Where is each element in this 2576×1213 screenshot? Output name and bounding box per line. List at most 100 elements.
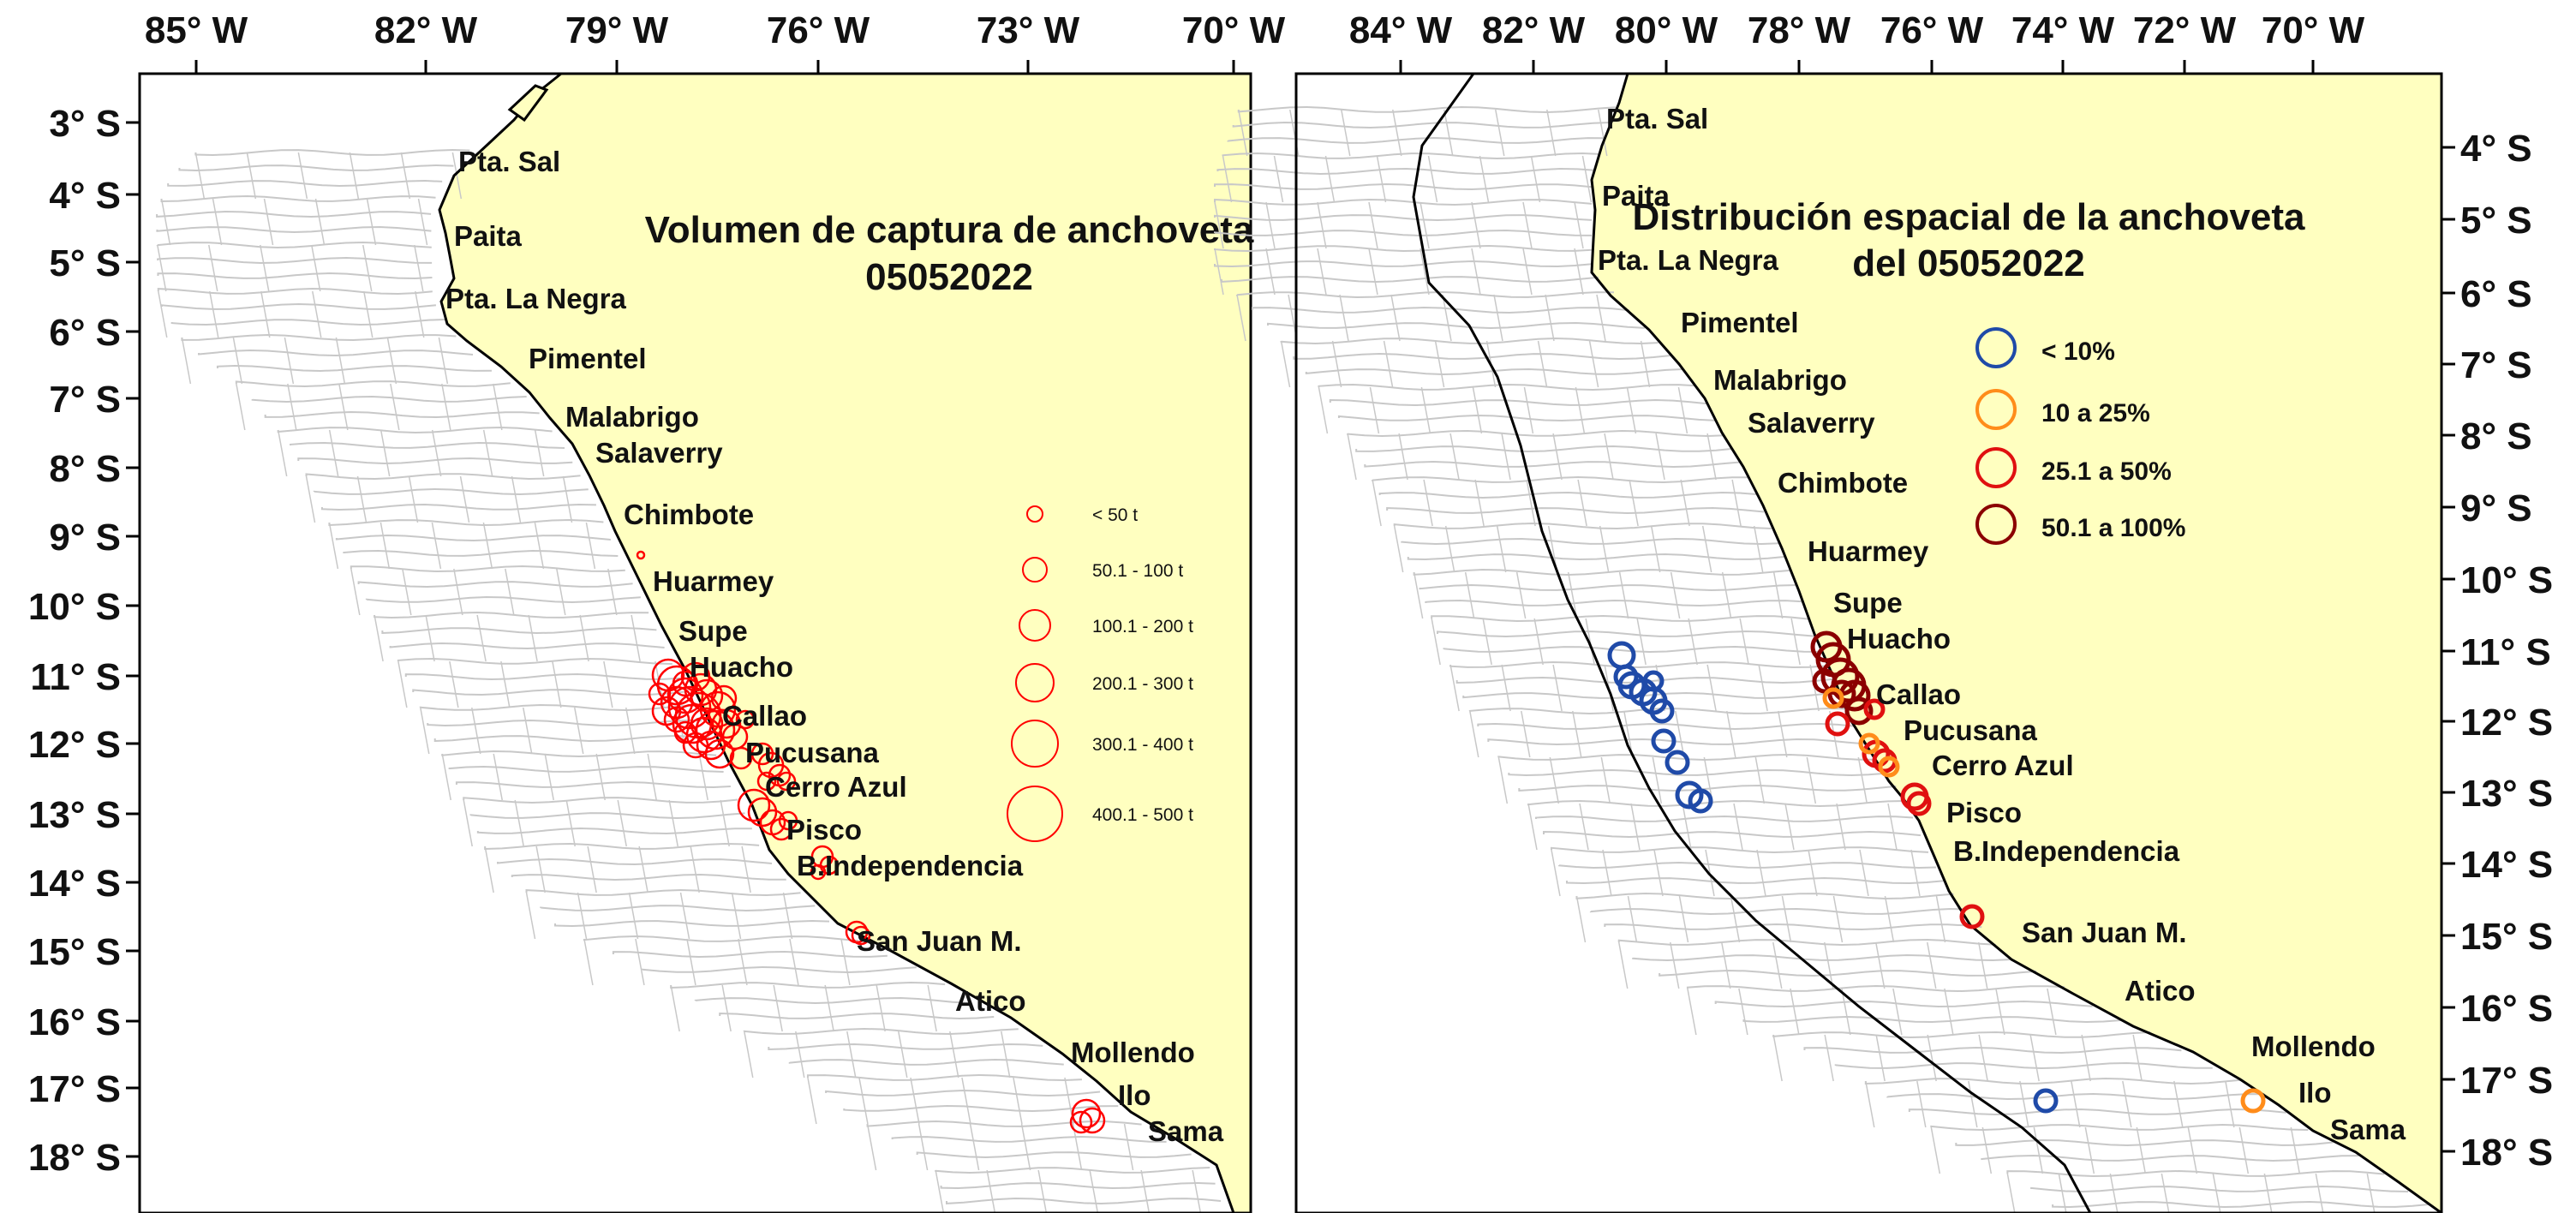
grid-line xyxy=(1089,1169,1099,1213)
grid-line xyxy=(1393,522,1772,530)
catch-circle xyxy=(667,685,712,730)
grid-line xyxy=(782,892,793,940)
distribution-circle xyxy=(1613,664,1639,690)
grid-line xyxy=(694,996,970,1005)
lon-tick-label: 76° W xyxy=(1880,9,1984,51)
grid-line xyxy=(1425,599,1803,607)
grid-line xyxy=(305,475,316,523)
grid-line xyxy=(565,799,576,847)
grid-line xyxy=(1887,803,1898,851)
place-label: Paita xyxy=(454,220,523,252)
legend-label: < 50 t xyxy=(1092,505,1138,525)
grid-line xyxy=(284,337,295,385)
grid-line xyxy=(1444,525,1455,573)
grid-line xyxy=(1495,109,1505,157)
place-label: Huacho xyxy=(1847,623,1951,654)
grid-line xyxy=(390,383,400,431)
right-grid-lines xyxy=(1214,105,2430,1213)
grid-line xyxy=(441,383,451,431)
lat-tick-label: 10° S xyxy=(2460,559,2553,601)
catch-circle xyxy=(776,771,797,792)
grid-line xyxy=(463,797,738,804)
grid-line xyxy=(1386,506,1765,515)
grid-line xyxy=(335,337,346,385)
lat-tick-label: 14° S xyxy=(28,863,121,905)
grid-line xyxy=(1526,479,1536,527)
grid-line xyxy=(1598,109,1608,157)
lat-tick-label: 15° S xyxy=(28,931,121,973)
grid-line xyxy=(1469,710,1479,758)
grid-line xyxy=(690,846,700,893)
place-label: Pisco xyxy=(1946,797,2022,828)
distribution-circle xyxy=(1959,904,1985,929)
grid-line xyxy=(1730,895,1741,943)
grid-line xyxy=(1419,583,1797,592)
grid-line xyxy=(1265,248,1276,296)
grid-line xyxy=(380,522,391,570)
grid-line xyxy=(313,487,589,496)
grid-line xyxy=(1192,1169,1202,1213)
grid-line xyxy=(1808,849,1818,897)
grid-line xyxy=(1442,294,1452,342)
grid-line xyxy=(1140,1169,1151,1213)
grid-line xyxy=(1527,799,1906,808)
grid-line xyxy=(1214,214,1593,222)
grid-line xyxy=(940,1181,1216,1190)
grid-line xyxy=(1431,614,1809,623)
grid-line xyxy=(232,337,243,385)
grid-line xyxy=(246,152,257,200)
grid-line xyxy=(400,152,411,200)
grid-line xyxy=(1020,1123,1031,1171)
grid-line xyxy=(1930,1123,2309,1132)
grid-line xyxy=(1824,1034,1834,1082)
lat-tick-label: 17° S xyxy=(2460,1060,2553,1102)
catch-circle xyxy=(729,746,753,770)
grid-line xyxy=(1423,479,1433,527)
grid-line xyxy=(1955,1138,2334,1147)
distribution-circle xyxy=(2033,1088,2059,1114)
legend-symbol xyxy=(1011,720,1059,768)
lon-tick-label: 82° W xyxy=(374,9,478,51)
grid-line xyxy=(2006,1169,2385,1178)
grid-line xyxy=(789,938,799,986)
grid-line xyxy=(1753,525,1764,573)
lon-tick-label: 82° W xyxy=(1482,9,1586,51)
grid-line xyxy=(1864,1077,2243,1085)
grid-line xyxy=(1978,1034,1988,1082)
grid-line xyxy=(1721,941,1731,989)
grid-line xyxy=(807,1077,817,1125)
grid-line xyxy=(2173,1080,2184,1128)
grid-line xyxy=(583,938,594,986)
grid-line xyxy=(167,179,443,188)
grid-line xyxy=(1581,155,1593,203)
grid-line xyxy=(1419,201,1430,249)
grid-line xyxy=(1364,460,1742,469)
grid-line xyxy=(1834,1061,2213,1070)
grid-line xyxy=(1549,756,1560,804)
grid-line xyxy=(635,938,645,986)
grid-line xyxy=(1916,1080,1927,1128)
grid-line xyxy=(1626,386,1637,434)
grid-line xyxy=(305,473,581,481)
grid-line xyxy=(574,707,584,755)
legend-label: 400.1 - 500 t xyxy=(1092,805,1193,825)
grid-line xyxy=(1739,618,1749,666)
grid-line xyxy=(1875,941,1886,989)
grid-line xyxy=(212,198,223,246)
grid-line xyxy=(420,707,430,755)
grid-line xyxy=(365,595,641,604)
grid-line xyxy=(825,1089,1101,1097)
grid-line xyxy=(1910,849,1921,897)
grid-line xyxy=(1318,383,1696,391)
grid-line xyxy=(366,198,377,246)
grid-line xyxy=(448,765,724,773)
grid-line xyxy=(312,290,322,338)
grid-line xyxy=(1522,201,1533,249)
grid-line xyxy=(427,719,702,727)
grid-line xyxy=(181,333,457,342)
place-label: Callao xyxy=(1876,678,1961,710)
grid-line xyxy=(898,1031,908,1079)
grid-line xyxy=(917,1123,929,1171)
place-label: Cerro Azul xyxy=(765,771,907,803)
